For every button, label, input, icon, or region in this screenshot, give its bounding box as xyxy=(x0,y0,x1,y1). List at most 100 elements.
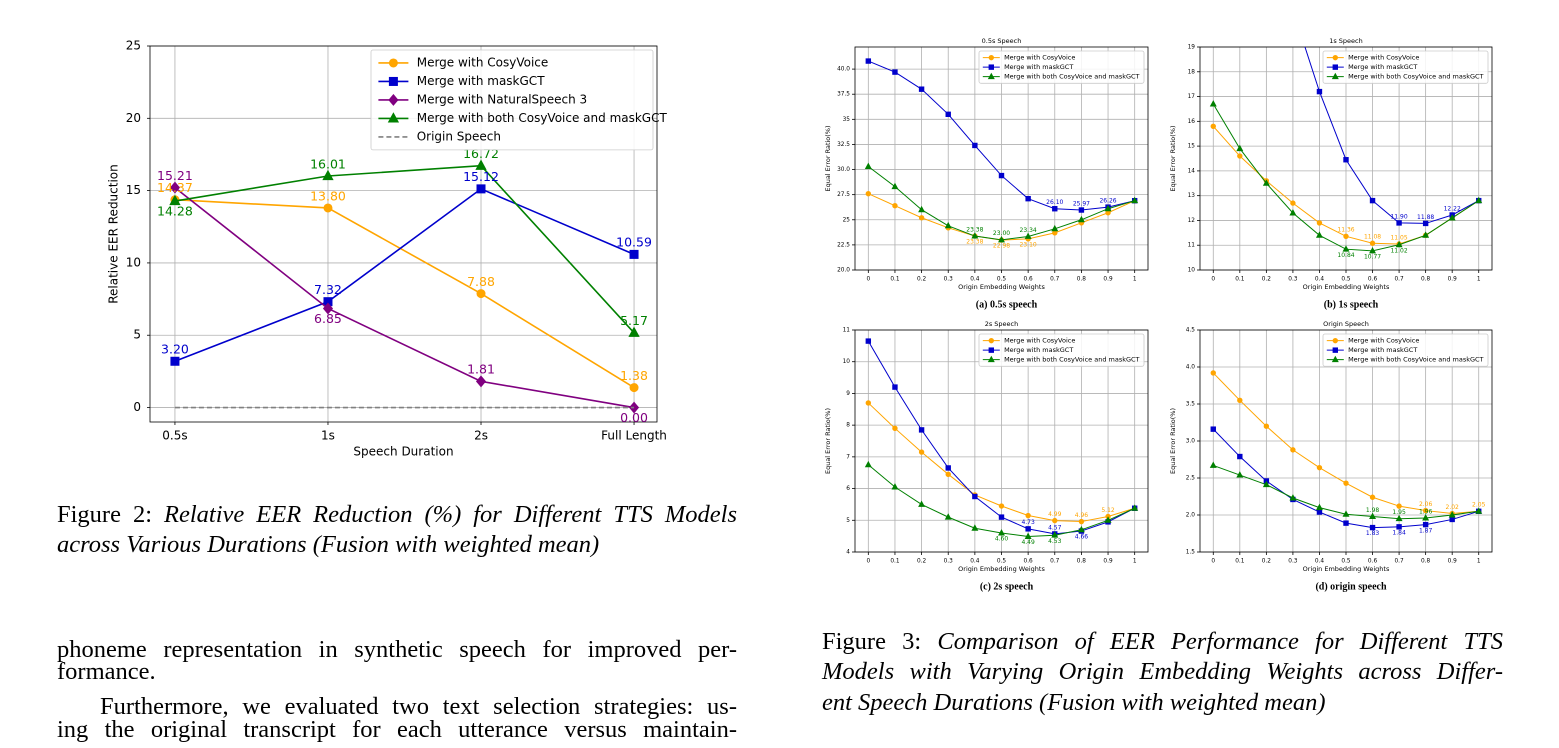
caption-line: Figure 3: Comparison of EER Performance … xyxy=(822,627,1503,657)
legend-label: Merge with both CosyVoice and maskGCT xyxy=(1004,356,1139,364)
x-tick-label: 0.8 xyxy=(1421,559,1431,565)
y-axis-label: Equal Error Ratio(%) xyxy=(1169,408,1177,474)
data-label: 4.99 xyxy=(1048,511,1062,518)
marker xyxy=(388,76,398,86)
marker xyxy=(988,64,994,70)
data-label: 12.22 xyxy=(1444,205,1461,212)
x-tick-label: 2s xyxy=(474,429,488,443)
legend-label: Merge with both CosyVoice and maskGCT xyxy=(417,111,668,125)
y-tick-label: 5 xyxy=(133,328,141,342)
marker xyxy=(1422,220,1429,227)
marker xyxy=(865,338,872,344)
y-tick-label: 4 xyxy=(846,550,850,556)
y-tick-label: 40.0 xyxy=(837,67,850,73)
data-label: 23.00 xyxy=(993,230,1010,237)
marker xyxy=(1315,231,1323,238)
x-tick-label: 0.3 xyxy=(1288,277,1298,283)
marker xyxy=(864,460,872,468)
marker xyxy=(1291,8,1295,12)
marker xyxy=(1210,426,1216,432)
marker xyxy=(892,425,898,432)
marker xyxy=(323,203,333,213)
marker xyxy=(1369,524,1376,531)
marker xyxy=(1448,511,1456,518)
marker xyxy=(628,326,640,337)
series-line xyxy=(1304,47,1479,224)
data-label: 23.34 xyxy=(1020,227,1037,234)
legend-label: Merge with CosyVoice xyxy=(1004,54,1075,62)
marker xyxy=(1290,200,1296,206)
marker xyxy=(388,93,399,106)
x-tick-label: 0.6 xyxy=(1024,559,1034,565)
marker xyxy=(1209,100,1217,107)
marker xyxy=(1343,480,1349,486)
data-label: 4.73 xyxy=(1021,519,1035,526)
x-tick-label: 0.3 xyxy=(944,559,954,565)
body-line: phoneme representation in synthetic spee… xyxy=(57,636,737,663)
marker xyxy=(1343,520,1349,526)
x-tick-label: 1 xyxy=(1133,559,1137,565)
x-tick-label: 0.6 xyxy=(1368,277,1378,283)
marker xyxy=(918,427,925,433)
marker xyxy=(998,503,1005,509)
x-tick-label: 0.9 xyxy=(1448,277,1458,283)
x-axis-label: Origin Embedding Weights xyxy=(958,565,1045,573)
marker xyxy=(891,483,899,490)
legend-label: Merge with CosyVoice xyxy=(1348,337,1419,345)
marker xyxy=(169,194,181,206)
marker xyxy=(1236,144,1244,152)
data-label: 6.85 xyxy=(314,311,342,326)
x-tick-label: 0.2 xyxy=(917,277,927,283)
data-label: 11.02 xyxy=(1390,247,1407,254)
legend-label: Merge with maskGCT xyxy=(1004,346,1073,354)
marker xyxy=(1396,220,1402,226)
marker xyxy=(1052,206,1058,212)
marker xyxy=(1475,196,1483,204)
x-tick-label: 0.5 xyxy=(997,277,1007,283)
marker xyxy=(998,172,1005,179)
legend-label: Origin Speech xyxy=(417,129,501,143)
marker xyxy=(322,302,334,315)
legend-box xyxy=(1322,333,1489,367)
data-label: 4.60 xyxy=(995,536,1009,543)
x-tick-label: 0.2 xyxy=(1262,559,1272,565)
marker xyxy=(629,383,639,393)
series-line xyxy=(174,186,635,409)
legend-box xyxy=(370,49,654,151)
marker xyxy=(1104,204,1112,212)
marker xyxy=(476,184,486,194)
marker xyxy=(1316,88,1323,95)
y-tick-label: 32.5 xyxy=(837,142,850,148)
marker xyxy=(1237,453,1243,460)
series-line xyxy=(174,164,635,334)
x-axis-label: Origin Embedding Weights xyxy=(958,283,1045,291)
marker xyxy=(1131,196,1139,204)
x-tick-label: 0.6 xyxy=(1368,559,1378,565)
marker xyxy=(1051,224,1059,232)
marker xyxy=(944,513,952,520)
marker xyxy=(1025,526,1031,532)
y-tick-label: 3.0 xyxy=(1186,439,1196,445)
marker xyxy=(1342,510,1350,517)
x-tick-label: 1 xyxy=(1133,277,1137,283)
marker xyxy=(1332,337,1339,344)
legend-label: Merge with CosyVoice xyxy=(1004,337,1075,345)
caption-line: Figure 2: Relative EER Reduction (%) for… xyxy=(57,500,737,530)
y-tick-label: 15 xyxy=(126,183,141,197)
y-tick-label: 3.5 xyxy=(1186,402,1196,408)
data-label: 10.84 xyxy=(1337,252,1354,259)
legend-box xyxy=(978,333,1145,367)
plot-frame xyxy=(1199,46,1493,271)
data-label: 5.17 xyxy=(620,313,648,328)
marker xyxy=(1262,480,1270,488)
x-tick-label: 0.7 xyxy=(1394,559,1404,565)
plot-area xyxy=(1209,370,1483,531)
x-tick-label: 0.5 xyxy=(1341,559,1351,565)
marker xyxy=(1315,503,1323,511)
marker xyxy=(1369,494,1376,500)
marker xyxy=(1024,532,1032,539)
x-tick-label: 0.1 xyxy=(1235,277,1245,283)
data-label: 22.98 xyxy=(993,243,1010,250)
marker xyxy=(987,72,995,80)
x-tick-label: 0.5s xyxy=(162,429,187,443)
